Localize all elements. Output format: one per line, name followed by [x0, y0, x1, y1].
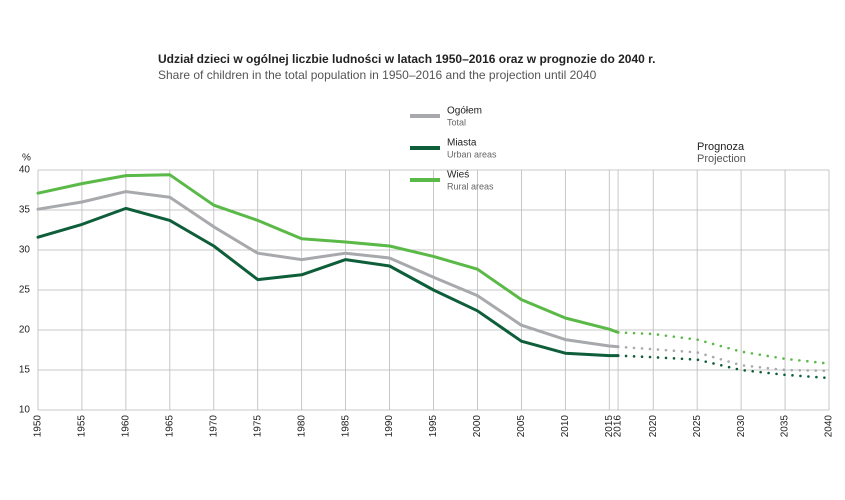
x-tick-label: 1995: [428, 415, 439, 438]
y-tick-label: 10: [19, 405, 31, 416]
x-tick-label: 1985: [340, 415, 351, 438]
projection-line: [616, 354, 831, 380]
legend-label: Ogółem: [447, 106, 482, 117]
x-tick-label: 2005: [516, 415, 527, 438]
chart-title: Udział dzieci w ogólnej liczbie ludności…: [158, 52, 655, 66]
x-tick-label: 1965: [164, 415, 175, 438]
y-tick-label: 35: [19, 205, 31, 216]
x-tick-label: 1960: [121, 415, 132, 438]
x-tick-label: 1975: [252, 415, 263, 438]
y-tick-label: 15: [19, 365, 31, 376]
x-tick-label: 2030: [736, 415, 747, 438]
x-tick-label: 2016: [613, 415, 624, 438]
x-tick-label: 1950: [33, 415, 44, 438]
x-tick-label: 2035: [780, 415, 791, 438]
x-tick-label: 1980: [296, 415, 307, 438]
chart-subtitle: Share of children in the total populatio…: [158, 68, 597, 82]
y-tick-label: 30: [19, 245, 31, 256]
x-tick-label: 2040: [824, 415, 835, 438]
y-tick-label: 20: [19, 325, 31, 336]
x-tick-label: 2000: [472, 415, 483, 438]
annotation: Prognoza: [697, 141, 745, 153]
series-line: [36, 206, 620, 358]
y-tick-label: 40: [19, 165, 31, 176]
series-line: [36, 190, 620, 349]
y-tick-label: 25: [19, 285, 31, 296]
legend-label-en: Total: [447, 117, 466, 127]
x-tick-label: 2020: [648, 415, 659, 438]
annotation-en: Projection: [697, 153, 746, 165]
x-tick-label: 1990: [384, 415, 395, 438]
y-unit: %: [22, 153, 31, 164]
x-tick-label: 2015: [604, 415, 615, 438]
legend-label-en: Rural areas: [447, 181, 494, 191]
series-line: [36, 173, 620, 334]
x-tick-label: 2010: [560, 415, 571, 438]
projection-line: [616, 331, 831, 365]
x-tick-label: 1970: [208, 415, 219, 438]
legend-label: Miasta: [447, 138, 477, 149]
x-tick-label: 2025: [692, 415, 703, 438]
legend-label-en: Urban areas: [447, 149, 497, 159]
projection-line: [616, 345, 831, 373]
x-tick-label: 1955: [77, 415, 88, 438]
legend-label: Wieś: [447, 170, 469, 181]
